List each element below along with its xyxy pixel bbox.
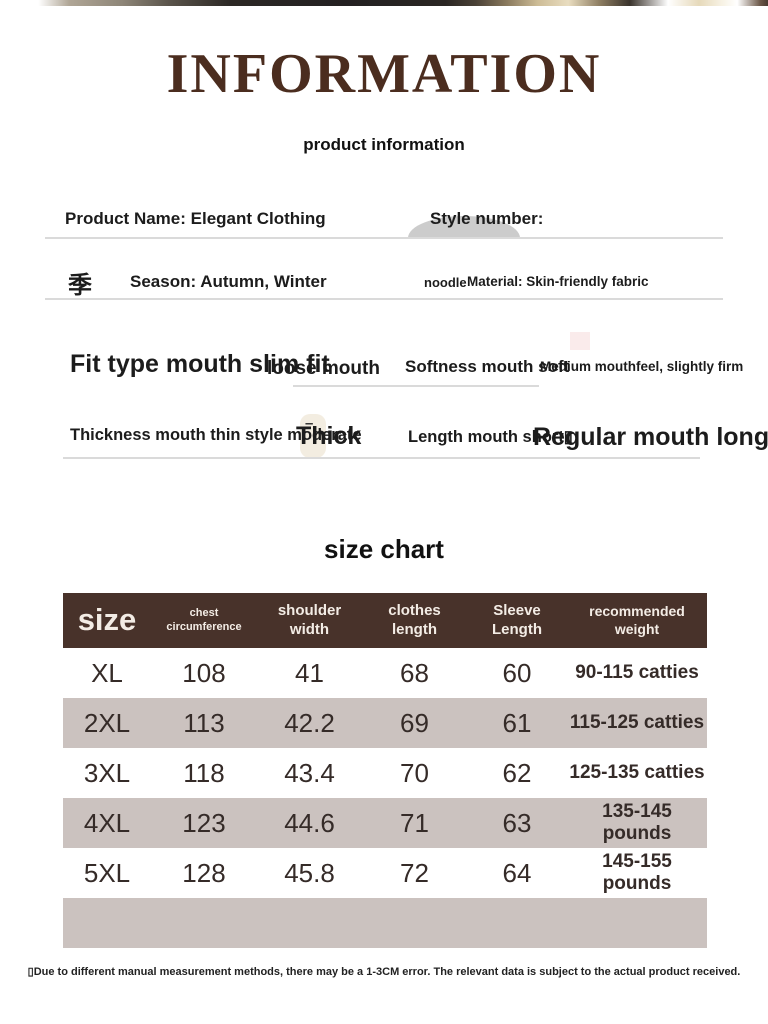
column-header-chest: chest circumference	[166, 606, 242, 633]
divider	[45, 237, 723, 239]
cell-shoulder: 41	[295, 657, 324, 688]
stray-dash-mark: –	[305, 415, 314, 432]
table-row: 5XL 128 45.8 72 64 145-155 pounds	[63, 848, 707, 898]
cell-clothes: 69	[400, 707, 429, 738]
cell-clothes: 72	[400, 857, 429, 888]
cell-clothes: 71	[400, 807, 429, 838]
season-cn-character: 季	[68, 272, 92, 299]
table-row: 3XL 118 43.4 70 62 125-135 catties	[63, 748, 707, 798]
style-number-label: Style number:	[430, 209, 544, 228]
cell-weight: 145-155 pounds	[602, 851, 672, 894]
cell-shoulder: 44.6	[284, 807, 335, 838]
top-photo-sliver	[0, 0, 768, 6]
cell-chest: 118	[183, 757, 225, 788]
fit-type-label: Fit type mouth slim fit	[70, 350, 330, 378]
table-row: 4XL 123 44.6 71 63 135-145 pounds	[63, 798, 707, 848]
cell-chest: 108	[182, 657, 226, 688]
cell-shoulder: 45.8	[284, 857, 335, 888]
page-subtitle: product information	[303, 135, 465, 154]
regular-length-label: Regular mouth long	[533, 423, 768, 451]
page-title: INFORMATION	[166, 43, 602, 105]
size-chart-title: size chart	[324, 534, 444, 564]
cell-size: 3XL	[83, 757, 131, 788]
cell-clothes: 68	[400, 657, 429, 688]
cell-chest: 113	[183, 707, 225, 738]
divider	[63, 457, 700, 459]
table-row-empty	[63, 898, 707, 948]
cell-weight: 90-115 catties	[575, 662, 699, 683]
measurement-disclaimer: ▯Due to different manual measurement met…	[27, 966, 741, 978]
partial-divider	[293, 385, 539, 387]
thickness-label: Thickness mouth thin style moderate	[70, 426, 362, 444]
size-chart-header-row: size chest circumference shoulder width …	[63, 593, 707, 648]
table-row: 2XL 113 42.2 69 61 115-125 catties	[63, 698, 707, 748]
cell-chest: 128	[182, 857, 226, 888]
cell-weight: 115-125 catties	[569, 712, 705, 733]
product-name-label: Product Name: Elegant Clothing	[65, 209, 326, 228]
size-chart-table: size chest circumference shoulder width …	[63, 593, 707, 948]
cell-sleeve: 60	[502, 657, 532, 688]
noodle-label: noodle	[424, 275, 467, 290]
cell-sleeve: 61	[502, 707, 532, 738]
cell-sleeve: 62	[502, 757, 532, 788]
mouthfeel-label: Medium mouthfeel, slightly firm	[540, 359, 744, 374]
column-header-shoulder: shoulder width	[277, 601, 342, 638]
cell-size: 2XL	[83, 707, 131, 738]
season-label: Season: Autumn, Winter	[130, 272, 327, 291]
divider	[45, 298, 723, 300]
column-header-sleeve: Sleeve Length	[492, 601, 542, 638]
cell-weight: 125-135 catties	[569, 762, 705, 783]
column-header-weight: recommended weight	[589, 603, 685, 637]
column-header-size: size	[77, 602, 137, 638]
cell-clothes: 70	[400, 757, 429, 788]
loose-mouth-label: loose mouth	[267, 358, 380, 379]
cell-sleeve: 64	[502, 857, 532, 888]
cell-size: XL	[91, 657, 123, 688]
cell-weight: 135-145 pounds	[602, 801, 672, 844]
softness-label: Softness mouth soft	[405, 357, 570, 376]
pink-smudge-decoration	[570, 332, 590, 350]
column-header-clothes: clothes length	[388, 601, 441, 638]
cell-size: 5XL	[83, 857, 131, 888]
gray-blob-decoration	[408, 216, 520, 238]
cell-shoulder: 42.2	[284, 707, 335, 738]
material-label: Material: Skin-friendly fabric	[467, 274, 649, 289]
cell-size: 4XL	[83, 807, 131, 838]
length-label: Length mouth short▯	[408, 428, 573, 446]
cell-chest: 123	[182, 807, 226, 838]
beige-smudge-decoration	[300, 414, 326, 458]
cell-shoulder: 43.4	[284, 757, 335, 788]
thick-label: Thick	[296, 422, 362, 450]
table-row: XL 108 41 68 60 90-115 catties	[63, 648, 707, 698]
cell-sleeve: 63	[502, 807, 532, 838]
